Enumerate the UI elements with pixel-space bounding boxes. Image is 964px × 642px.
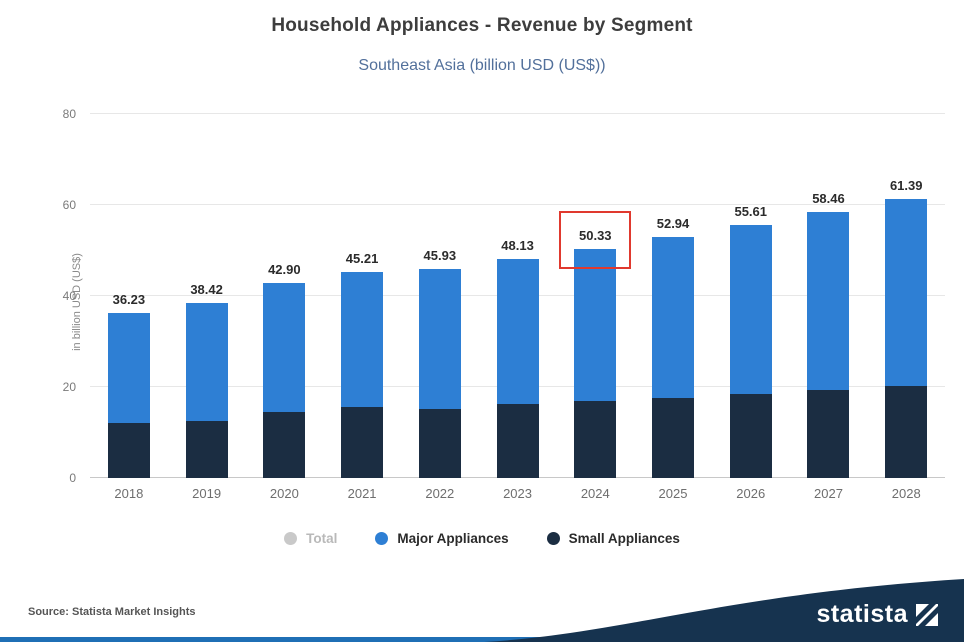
bar-segment-small-appliances[interactable] xyxy=(418,408,461,478)
bar-2022[interactable] xyxy=(418,269,461,478)
bar-total-label: 55.61 xyxy=(734,203,768,219)
x-axis-labels: 2018 2019 2020 2021 2022 2023 2024 2025 2026 2027… xyxy=(90,486,945,501)
bar-segment-small-appliances[interactable] xyxy=(729,394,772,478)
bar-slot-2021: 45.21 xyxy=(323,114,401,478)
bar-slot-2019: 38.42 xyxy=(168,114,246,478)
bar-segment-major-appliances[interactable] xyxy=(729,224,772,395)
bar-segment-small-appliances[interactable] xyxy=(185,420,228,478)
bottom-accent-strip xyxy=(0,637,964,642)
bar-2025[interactable] xyxy=(652,237,694,478)
legend-item-major-appliances[interactable]: Major Appliances xyxy=(375,531,509,546)
bar-total-label: 45.21 xyxy=(345,251,379,267)
bar-segment-small-appliances[interactable] xyxy=(885,386,928,478)
bar-2027[interactable] xyxy=(807,212,850,478)
bar-total-label: 45.93 xyxy=(423,248,457,264)
y-tick-label: 0 xyxy=(69,471,76,485)
bar-segment-small-appliances[interactable] xyxy=(263,411,306,478)
bar-segment-major-appliances[interactable] xyxy=(418,269,461,409)
bar-segment-small-appliances[interactable] xyxy=(341,407,384,478)
bar-slot-2018: 36.23 xyxy=(90,114,168,478)
legend-item-small-appliances[interactable]: Small Appliances xyxy=(546,531,680,546)
bar-total-label: 48.13 xyxy=(501,238,534,254)
bars-row: 36.23 38.42 42.90 45.21 45.93 48.13 50.33 52.94… xyxy=(90,114,945,478)
bar-total-label: 58.46 xyxy=(812,191,845,207)
bar-2019[interactable] xyxy=(185,303,228,478)
footer-wave xyxy=(484,579,964,642)
x-tick-label-2027: 2027 xyxy=(814,486,843,501)
gridline xyxy=(90,204,945,205)
bar-slot-2027: 58.46 xyxy=(790,114,868,478)
major-appliances-legend-dot-icon xyxy=(375,532,389,545)
plot-area: in billion USD (US$) 0 20 40 60 80 36.23 38.4… xyxy=(63,107,945,485)
bar-slot-2023: 48.13 xyxy=(479,114,557,478)
y-tick-label: 40 xyxy=(62,289,76,303)
legend-item-total[interactable]: Total xyxy=(284,531,337,546)
statista-wordmark: statista xyxy=(816,600,908,628)
bar-segment-major-appliances[interactable] xyxy=(185,303,228,421)
bar-segment-major-appliances[interactable] xyxy=(652,237,694,398)
x-tick-label-2021: 2021 xyxy=(347,486,377,501)
bar-total-label: 61.39 xyxy=(889,177,923,193)
bar-2026[interactable] xyxy=(729,224,772,478)
bar-2020[interactable] xyxy=(263,282,306,478)
bar-segment-small-appliances[interactable] xyxy=(107,423,150,478)
bar-segment-major-appliances[interactable] xyxy=(574,249,617,402)
x-tick-label-2025: 2025 xyxy=(658,486,688,501)
bar-segment-small-appliances[interactable] xyxy=(652,397,694,478)
x-tick-label-2023: 2023 xyxy=(503,486,532,501)
bar-segment-small-appliances[interactable] xyxy=(496,404,539,478)
bar-slot-2024: 50.33 xyxy=(556,114,634,478)
bar-segment-major-appliances[interactable] xyxy=(496,259,539,405)
statista-logo[interactable]: statista xyxy=(816,600,938,629)
bar-segment-small-appliances[interactable] xyxy=(574,401,617,478)
total-legend-dot-icon xyxy=(284,532,298,545)
page-subtitle: Southeast Asia (billion USD (US$)) xyxy=(358,57,606,74)
statista-logo-icon xyxy=(916,603,938,626)
bar-total-label: 50.33 xyxy=(579,228,612,243)
gridline xyxy=(90,113,945,114)
legend-label-total: Total xyxy=(306,531,338,546)
small-appliances-legend-dot-icon xyxy=(546,532,560,545)
x-tick-label-2024: 2024 xyxy=(580,486,610,501)
bar-segment-major-appliances[interactable] xyxy=(341,272,384,408)
bar-segment-major-appliances[interactable] xyxy=(107,313,150,424)
bar-total-label: 36.23 xyxy=(112,292,146,308)
bar-total-label: 38.42 xyxy=(190,282,223,298)
bar-2021[interactable] xyxy=(341,272,384,478)
bar-2024[interactable] xyxy=(574,249,617,478)
bar-2028[interactable] xyxy=(885,198,928,478)
bar-slot-2022: 45.93 xyxy=(401,114,479,478)
bar-slot-2025: 52.94 xyxy=(634,114,712,478)
page-title: Household Appliances - Revenue by Segmen… xyxy=(271,15,693,36)
source-note: Source: Statista Market Insights xyxy=(28,606,196,618)
highlight-box-2024 xyxy=(559,211,632,269)
x-tick-label-2026: 2026 xyxy=(736,486,766,501)
bar-total-label: 52.94 xyxy=(656,216,690,232)
bar-segment-major-appliances[interactable] xyxy=(263,282,306,412)
bar-2018[interactable] xyxy=(107,313,150,478)
bar-slot-2028: 61.39 xyxy=(867,114,945,478)
bar-segment-small-appliances[interactable] xyxy=(807,390,850,478)
y-tick-label: 60 xyxy=(62,198,76,212)
bar-2023[interactable] xyxy=(496,259,539,478)
bar-slot-2020: 42.90 xyxy=(245,114,323,478)
bar-slot-2026: 55.61 xyxy=(712,114,790,478)
x-tick-label-2019: 2019 xyxy=(192,486,222,501)
x-tick-label-2028: 2028 xyxy=(891,486,921,501)
legend-label-major-appliances: Major Appliances xyxy=(397,531,509,546)
x-tick-label-2018: 2018 xyxy=(114,486,144,501)
x-tick-label-2020: 2020 xyxy=(269,486,299,501)
y-tick-label: 80 xyxy=(62,107,76,121)
x-tick-label-2022: 2022 xyxy=(425,486,455,501)
bar-segment-major-appliances[interactable] xyxy=(807,212,850,391)
bar-segment-major-appliances[interactable] xyxy=(885,198,928,387)
legend: Total Major Appliances Small Appliances xyxy=(0,531,964,546)
y-tick-label: 20 xyxy=(62,380,76,394)
legend-label-small-appliances: Small Appliances xyxy=(568,531,680,546)
bar-total-label: 42.90 xyxy=(268,261,301,277)
